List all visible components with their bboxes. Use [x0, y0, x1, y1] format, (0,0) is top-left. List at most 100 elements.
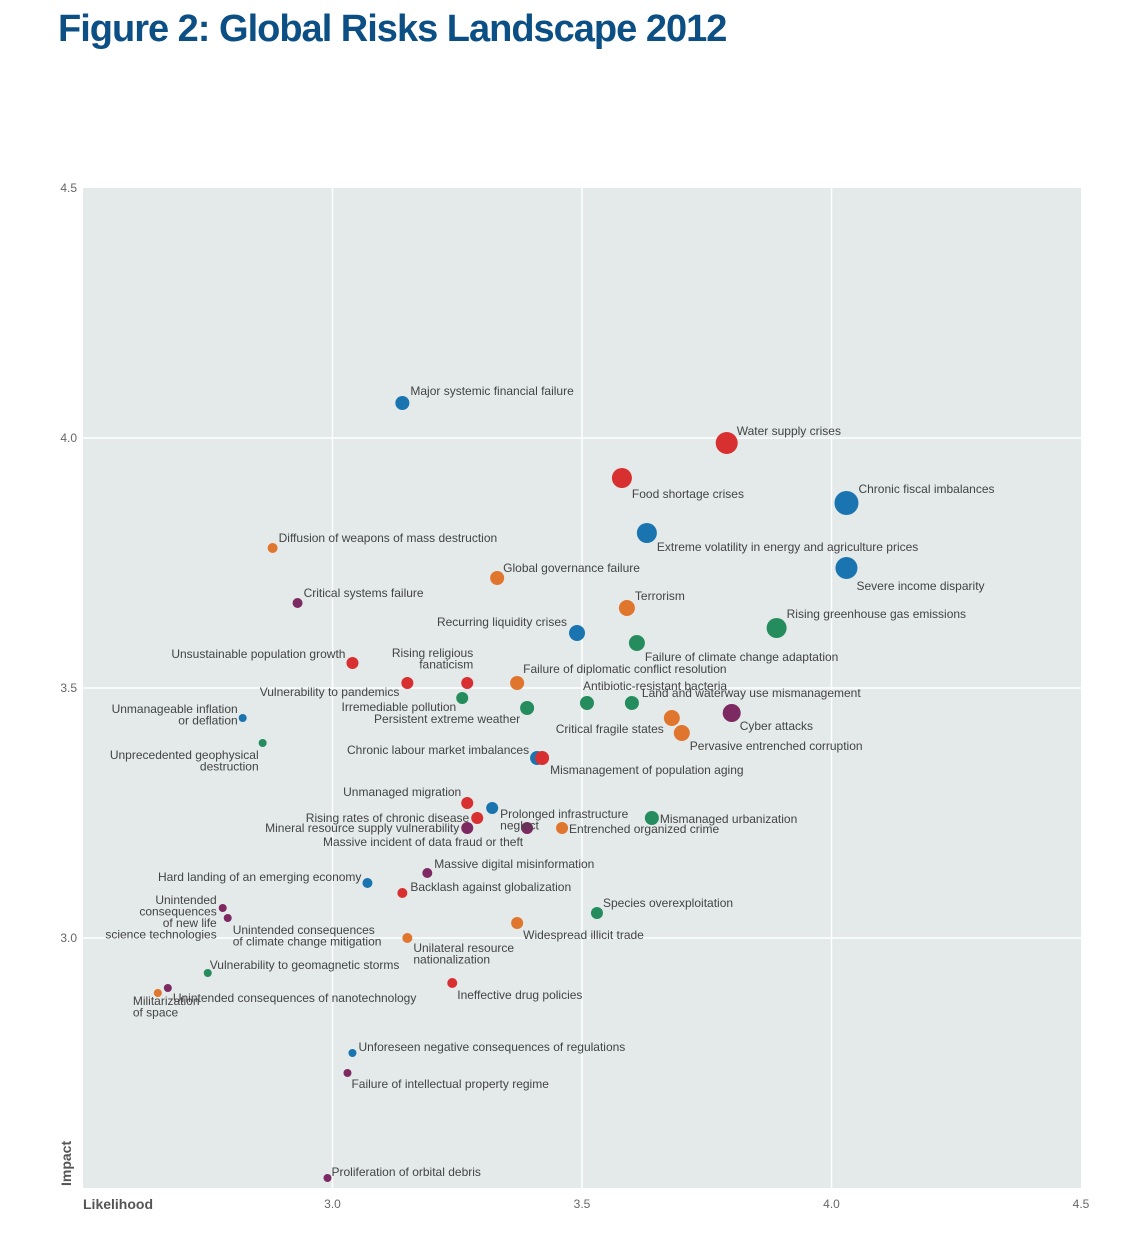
- risk-label: Mineral resource supply vulnerability: [265, 821, 459, 835]
- risk-label: Rising greenhouse gas emissions: [787, 607, 966, 621]
- risk-point: [267, 543, 278, 553]
- risk-label: Failure of climate change adaptation: [645, 650, 838, 664]
- risk-label: Water supply crises: [737, 424, 841, 438]
- risk-label: Backlash against globalization: [410, 880, 571, 894]
- risk-label: Cyber attacks: [740, 719, 813, 733]
- risk-label: Land and waterway use mismanagement: [642, 686, 861, 700]
- gridlines: [83, 188, 1081, 1188]
- risk-point: [346, 657, 359, 669]
- risk-point: [422, 868, 433, 878]
- risk-label: Unilateral resource nationalization: [413, 941, 514, 967]
- risk-label: Food shortage crises: [632, 487, 744, 501]
- risk-label: Mismanaged urbanization: [660, 812, 797, 826]
- y-tick-label: 3.5: [60, 681, 77, 695]
- chart-title: Figure 2: Global Risks Landscape 2012: [58, 8, 727, 50]
- risk-point: [520, 701, 535, 715]
- risk-point: [456, 692, 469, 704]
- y-tick-label: 4.0: [60, 431, 77, 445]
- risk-label: Unintended consequences of nanotechnolog…: [173, 991, 417, 1005]
- risk-point: [223, 914, 232, 922]
- risk-point: [397, 888, 408, 898]
- risk-label: Chronic fiscal imbalances: [858, 482, 994, 496]
- risk-label: Recurring liquidity crises: [437, 615, 567, 629]
- y-axis-label: Impact: [58, 1141, 74, 1186]
- risk-label: Ineffective drug policies: [457, 988, 582, 1002]
- risk-label: Persistent extreme weather: [374, 712, 520, 726]
- risk-label: Terrorism: [635, 589, 685, 603]
- risk-point: [636, 523, 657, 543]
- risk-label: Massive incident of data fraud or theft: [323, 835, 524, 849]
- risk-point: [569, 625, 586, 641]
- risk-label: Hard landing of an emerging economy: [158, 870, 361, 884]
- risk-point: [673, 725, 690, 741]
- risk-point: [461, 822, 474, 834]
- risk-label: Unintended consequences of new life science…: [105, 893, 217, 942]
- risk-label: Unsustainable population growth: [171, 647, 345, 661]
- risk-point: [292, 598, 303, 608]
- risk-label: Critical systems failure: [304, 586, 424, 600]
- risk-label: Species overexploitation: [603, 896, 733, 910]
- risk-label: Major systemic financial failure: [410, 384, 574, 398]
- risk-label: Chronic labour market imbalances: [347, 743, 529, 757]
- risk-point: [218, 904, 227, 912]
- risk-label: Prolonged infrastructure neglect: [500, 807, 628, 833]
- risk-label: Vulnerability to pandemics: [260, 685, 400, 699]
- risk-point: [258, 739, 267, 747]
- risk-label: Rising rates of chronic disease: [306, 811, 470, 825]
- risk-point: [362, 878, 373, 888]
- risk-point: [323, 1174, 332, 1182]
- risk-label: Global governance failure: [503, 561, 640, 575]
- risk-point: [348, 1049, 357, 1057]
- x-tick-label: 4.0: [823, 1197, 840, 1211]
- risk-point: [663, 710, 680, 726]
- risk-label: Diffusion of weapons of mass destruction: [279, 531, 498, 545]
- risk-label: Irremediable pollution: [342, 700, 457, 714]
- risk-point: [834, 491, 859, 515]
- risk-point: [722, 704, 741, 722]
- risk-point: [835, 557, 858, 579]
- risk-label: Failure of diplomatic conflict resolutio…: [523, 662, 726, 676]
- risk-point: [238, 714, 247, 722]
- risk-point: [766, 618, 787, 638]
- risk-label: Unmanaged migration: [343, 785, 461, 799]
- risk-point: [510, 676, 525, 690]
- risk-point: [535, 751, 550, 765]
- risk-point: [395, 396, 410, 410]
- risk-point: [461, 797, 474, 809]
- risk-point: [402, 933, 413, 943]
- risk-point: [579, 696, 594, 710]
- y-tick-label: 3.0: [60, 931, 77, 945]
- risk-point: [590, 907, 603, 919]
- risk-label: Unintended consequences of climate change…: [233, 923, 382, 949]
- risk-label: Widespread illicit trade: [523, 928, 644, 942]
- risk-label: Failure of intellectual property regime: [351, 1077, 549, 1091]
- risk-label: Critical fragile states: [556, 722, 664, 736]
- x-tick-label: 3.5: [574, 1197, 591, 1211]
- x-tick-label: 3.0: [324, 1197, 341, 1211]
- risk-point: [628, 635, 645, 651]
- risk-point: [511, 917, 524, 929]
- axis-ticks: 3.0 3.5 4.0 4.5 4.5 4.0 3.5 3.0: [60, 181, 1089, 1211]
- risk-label: Antibiotic-resistant bacteria: [583, 679, 727, 693]
- risk-label: Massive digital misinformation: [434, 857, 594, 871]
- risk-label: Entrenched organized crime: [569, 822, 719, 836]
- risk-label: Pervasive entrenched corruption: [690, 739, 863, 753]
- risk-label: Unmanageable inflation or deflation: [112, 702, 238, 728]
- risk-point: [163, 984, 172, 992]
- risk-point: [490, 571, 505, 585]
- risk-point: [153, 989, 162, 997]
- risk-point: [461, 677, 474, 689]
- risk-point: [644, 811, 659, 825]
- y-tick-label: 4.5: [60, 181, 77, 195]
- x-axis-label: Likelihood: [83, 1196, 153, 1212]
- risk-point: [715, 432, 738, 454]
- data-points: [153, 396, 859, 1182]
- risk-point: [618, 600, 635, 616]
- risk-label: Vulnerability to geomagnetic storms: [210, 958, 400, 972]
- risk-point: [203, 969, 212, 977]
- risk-label: Militarization of space: [133, 994, 200, 1020]
- risk-point: [471, 812, 484, 824]
- risk-label: Extreme volatility in energy and agricul…: [657, 540, 918, 554]
- risk-label: Unprecedented geophysical destruction: [110, 748, 259, 774]
